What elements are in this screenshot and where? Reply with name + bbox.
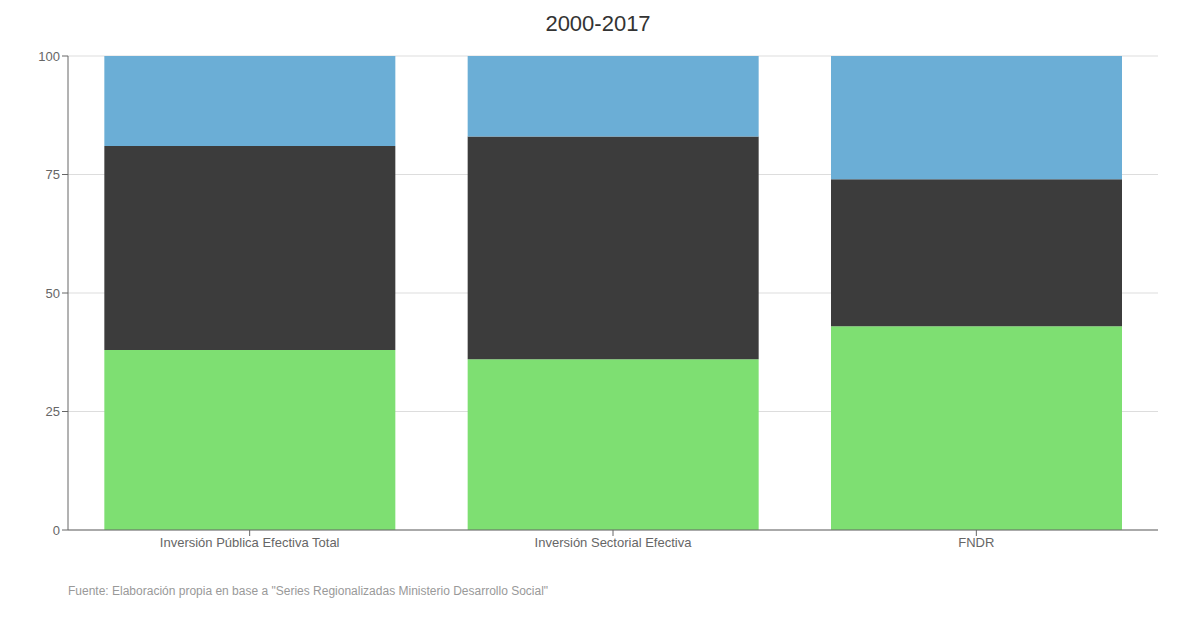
svg-text:0: 0 [53,523,60,538]
svg-text:Inversión Pública Efectiva Tot: Inversión Pública Efectiva Total [160,535,340,550]
svg-text:100: 100 [38,49,60,64]
html-text:Fuente: Elaboración propia en: Fuente: Elaboración propia en base a "Se… [68,584,549,598]
svg-text:Inversión Sectorial Efectiva: Inversión Sectorial Efectiva [535,535,693,550]
svg-text:75: 75 [46,167,60,182]
svg-text:25: 25 [46,404,60,419]
svg-text:50: 50 [46,286,60,301]
svg-text:FNDR: FNDR [958,535,994,550]
html-text:2000-2017: 2000-2017 [545,11,651,36]
